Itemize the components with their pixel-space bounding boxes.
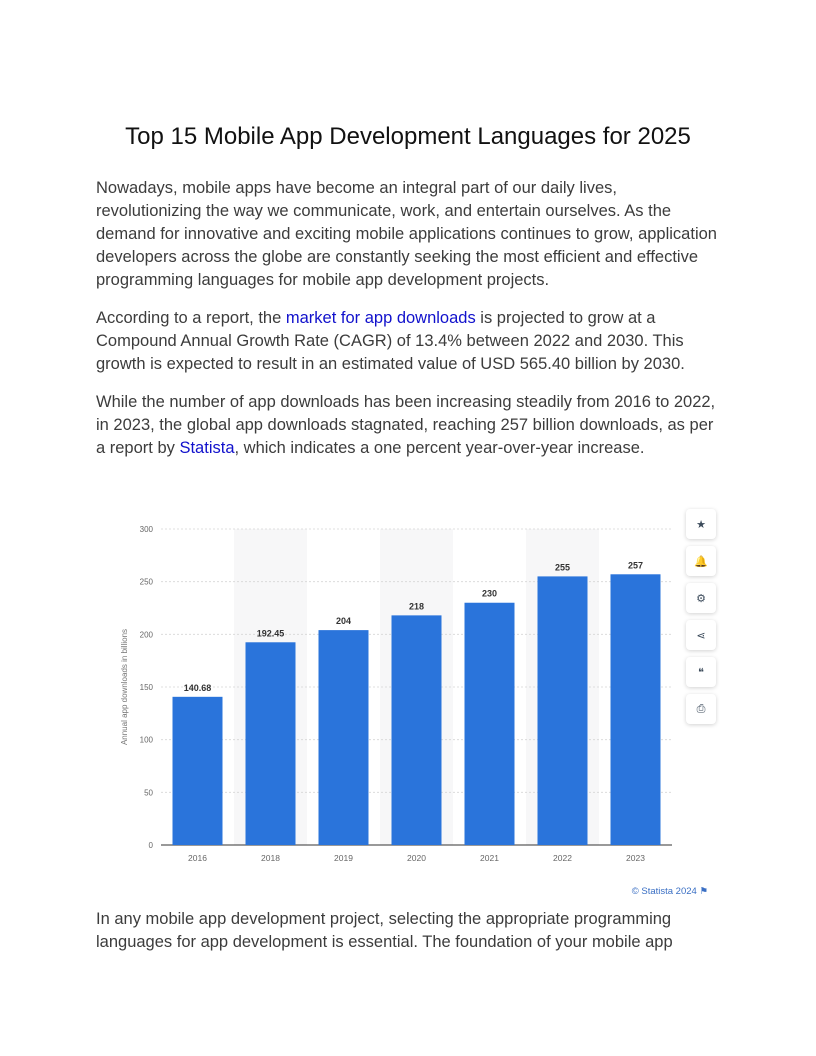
downloads-text-before: While the number of app downloads has be… (96, 393, 716, 457)
data-label: 140.68 (184, 683, 212, 693)
data-label: 204 (336, 616, 351, 626)
bar (464, 602, 515, 845)
intro-paragraph: Nowadays, mobile apps have become an int… (96, 179, 717, 289)
x-tick-label: 2018 (261, 853, 280, 863)
downloads-chart: 0 50 100 150 200 250 300 Annual app downloads i… (96, 500, 722, 905)
page-title: Top 15 Mobile App Development Languages … (125, 123, 691, 150)
gear-icon: ⚙ (696, 592, 706, 605)
downloads-text-after: , which indicates a one percent year-ove… (234, 439, 645, 457)
print-button[interactable]: ⎙ (686, 694, 716, 724)
bar (318, 630, 369, 845)
market-text-before: According to a report, the (96, 309, 286, 327)
x-tick-label: 2023 (626, 853, 645, 863)
gear-button[interactable]: ⚙ (686, 583, 716, 613)
share-icon: ⋖ (696, 629, 706, 642)
bar (172, 696, 223, 845)
y-tick-label: 200 (140, 630, 154, 639)
x-tick-label: 2016 (188, 853, 207, 863)
data-label: 192.45 (257, 628, 285, 638)
bell-icon: 🔔 (694, 555, 708, 568)
bar (537, 576, 588, 845)
flag-icon: ⚑ (699, 886, 708, 897)
x-tick-label: 2021 (480, 853, 499, 863)
bar (610, 574, 661, 845)
y-tick-label: 300 (140, 525, 154, 534)
y-tick-label: 100 (140, 736, 154, 745)
data-label: 230 (482, 589, 497, 599)
data-label: 257 (628, 560, 643, 570)
statista-link[interactable]: Statista (179, 439, 235, 457)
data-label: 218 (409, 601, 424, 611)
star-icon: ★ (696, 518, 706, 531)
x-tick-label: 2022 (553, 853, 572, 863)
y-tick-label: 50 (144, 788, 153, 797)
closing-paragraph: In any mobile app development project, s… (96, 910, 673, 951)
bell-button[interactable]: 🔔 (686, 546, 716, 576)
y-axis-label: Annual app downloads in billions (120, 629, 129, 745)
downloads-paragraph: While the number of app downloads has be… (96, 391, 720, 460)
y-tick-label: 0 (149, 841, 154, 850)
share-button[interactable]: ⋖ (686, 620, 716, 650)
bar (245, 642, 296, 845)
x-tick-label: 2020 (407, 853, 426, 863)
market-paragraph: According to a report, the market for ap… (96, 307, 720, 376)
chart-credit[interactable]: © Statista 2024 ⚑ (632, 886, 708, 897)
credit-text: © Statista 2024 (631, 886, 697, 897)
data-label: 255 (555, 562, 570, 572)
print-icon: ⎙ (696, 702, 706, 715)
x-tick-label: 2019 (334, 853, 353, 863)
market-text-after: is projected to grow at a Compound Annua… (96, 309, 685, 373)
quote-icon: ❝ (698, 666, 704, 679)
y-tick-label: 150 (140, 683, 154, 692)
bar (391, 615, 442, 845)
chart-canvas: 0 50 100 150 200 250 300 Annual app downloads i… (120, 525, 672, 863)
quote-button[interactable]: ❝ (686, 657, 716, 687)
y-tick-label: 250 (140, 578, 154, 587)
star-button[interactable]: ★ (686, 509, 716, 539)
market-link[interactable]: market for app downloads (285, 309, 476, 327)
